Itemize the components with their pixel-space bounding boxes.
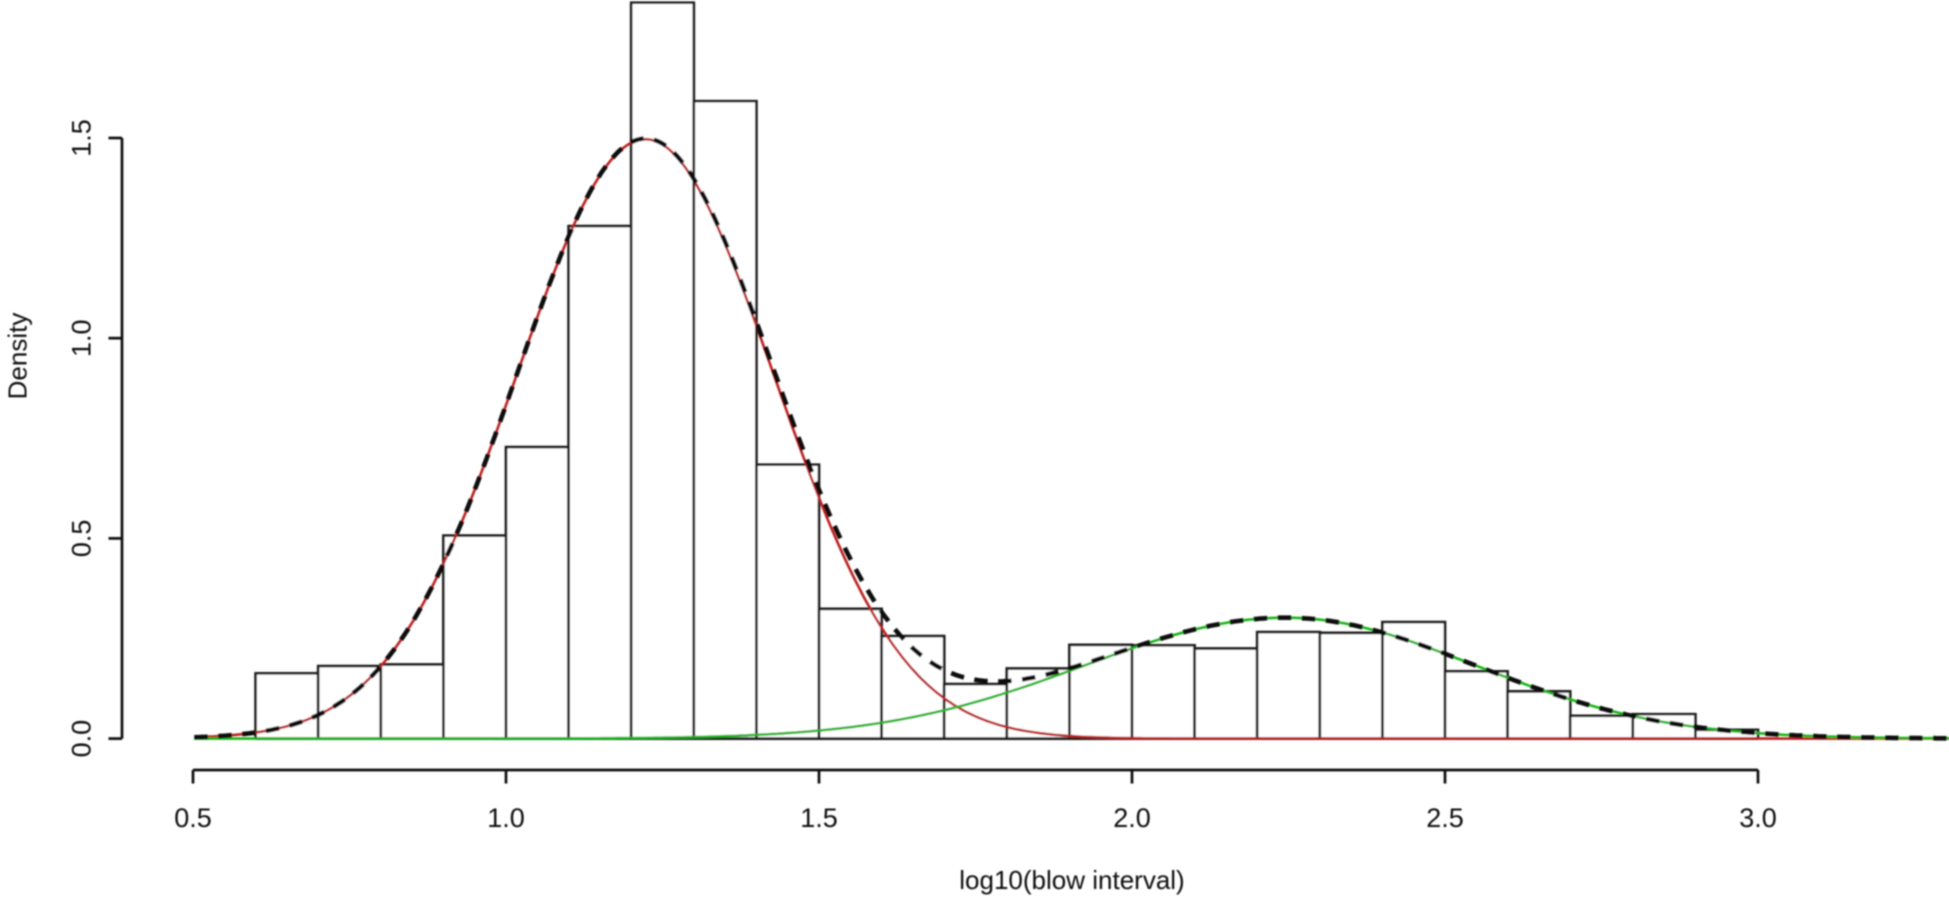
svg-text:0.5: 0.5	[67, 520, 97, 558]
svg-text:log10(blow interval): log10(blow interval)	[959, 865, 1184, 895]
svg-text:1.5: 1.5	[800, 803, 838, 833]
svg-text:Density: Density	[3, 313, 33, 400]
svg-text:0.5: 0.5	[174, 803, 212, 833]
svg-text:1.0: 1.0	[487, 803, 525, 833]
svg-text:1.0: 1.0	[67, 319, 97, 357]
svg-text:3.0: 3.0	[1739, 803, 1777, 833]
svg-text:0.0: 0.0	[67, 720, 97, 758]
svg-text:2.5: 2.5	[1426, 803, 1464, 833]
svg-text:1.5: 1.5	[67, 119, 97, 157]
svg-text:2.0: 2.0	[1113, 803, 1151, 833]
